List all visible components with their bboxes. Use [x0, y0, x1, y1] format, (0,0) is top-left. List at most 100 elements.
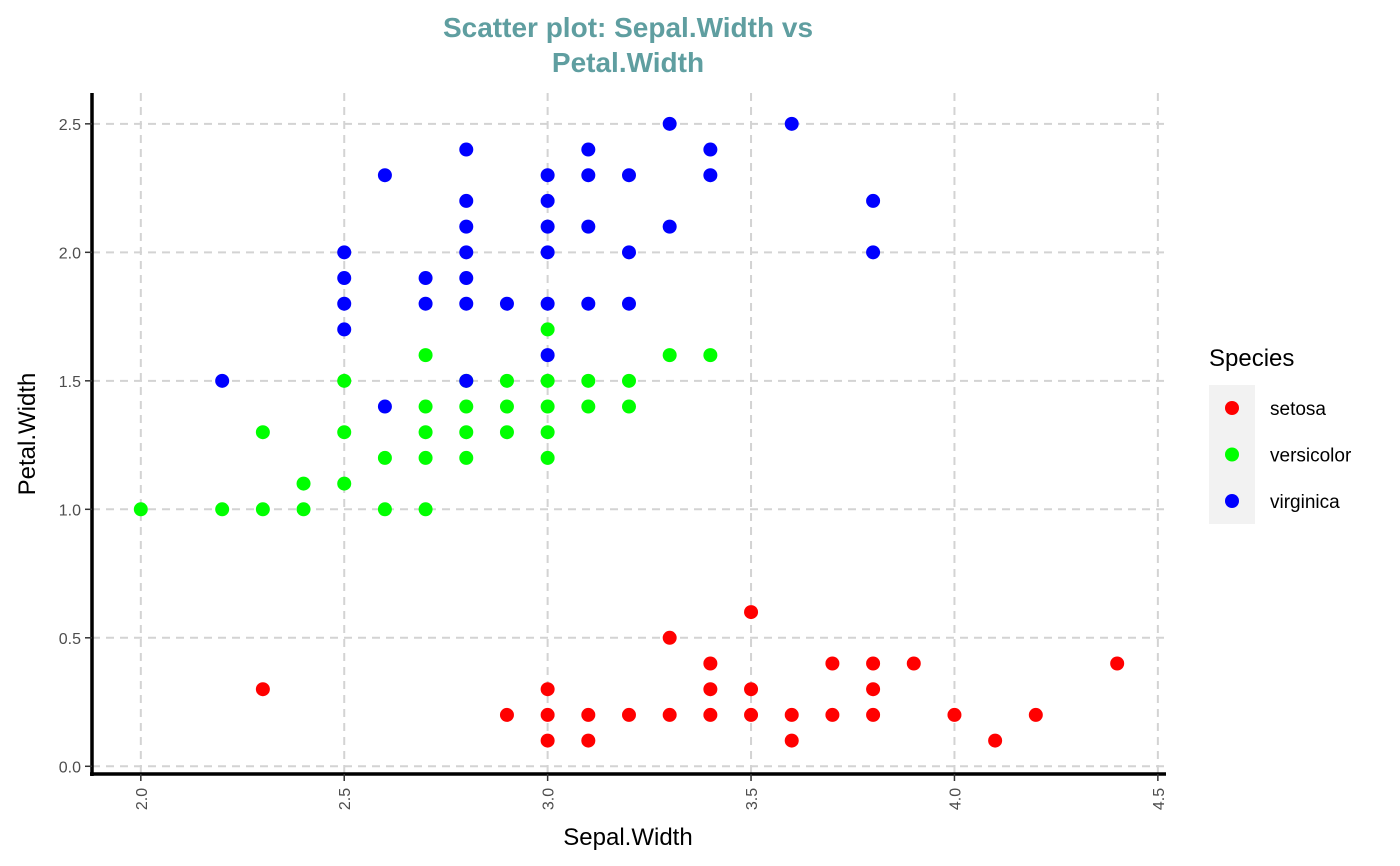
- virginica-point: [866, 193, 881, 208]
- legend-key-setosa: [1225, 401, 1239, 415]
- versicolor-point: [296, 476, 311, 491]
- setosa-point: [866, 707, 881, 722]
- versicolor-point: [296, 502, 311, 517]
- setosa-point: [1110, 656, 1125, 671]
- setosa-point: [662, 707, 677, 722]
- legend-key-versicolor: [1225, 447, 1239, 462]
- versicolor-point: [581, 399, 596, 414]
- versicolor-point: [215, 502, 230, 517]
- versicolor-point: [622, 399, 636, 414]
- versicolor-point: [581, 373, 596, 388]
- y-tick-label: 0.5: [59, 631, 81, 648]
- setosa-point: [703, 656, 718, 671]
- setosa-point: [255, 682, 270, 697]
- virginica-point: [662, 116, 677, 131]
- virginica-point: [540, 348, 555, 363]
- setosa-point: [540, 733, 555, 748]
- y-tick-label: 1.5: [59, 374, 81, 391]
- setosa-point: [784, 733, 799, 748]
- setosa-point: [581, 733, 596, 748]
- legend: Species setosa versicolor virginica: [1209, 345, 1352, 524]
- versicolor-point: [540, 399, 555, 414]
- x-tick-label: 3.0: [541, 788, 558, 810]
- virginica-point: [459, 245, 474, 260]
- virginica-point: [337, 322, 352, 337]
- chart-title-line-2: Petal.Width: [552, 47, 704, 78]
- virginica-point: [499, 296, 514, 311]
- axis-ticks: 2.0 2.5 3.0 3.5 4.0 4.5 0.0 0.5 1.0 1.5 2.0 2.5: [59, 117, 1168, 810]
- setosa-point: [825, 707, 840, 722]
- y-axis-title: Petal.Width: [14, 373, 41, 496]
- legend-label-setosa: setosa: [1270, 399, 1326, 420]
- setosa-point: [988, 733, 1003, 748]
- setosa-point: [662, 630, 677, 645]
- setosa-point: [540, 682, 555, 697]
- virginica-point: [662, 219, 677, 234]
- y-tick-label: 1.0: [59, 502, 81, 519]
- virginica-point: [622, 168, 636, 183]
- virginica-point: [622, 296, 636, 311]
- x-tick-label: 2.5: [337, 788, 354, 810]
- setosa-point: [906, 656, 921, 671]
- virginica-point: [418, 296, 433, 311]
- virginica-point: [459, 373, 474, 388]
- virginica-point: [337, 271, 352, 286]
- x-tick-label: 3.5: [744, 788, 761, 810]
- virginica-point: [540, 296, 555, 311]
- versicolor-point: [622, 373, 636, 388]
- virginica-point: [581, 219, 596, 234]
- virginica-point: [581, 142, 596, 157]
- versicolor-point: [418, 450, 433, 465]
- legend-label-versicolor: versicolor: [1270, 446, 1352, 467]
- x-tick-label: 4.5: [1151, 788, 1168, 810]
- chart-title-line-1: Scatter plot: Sepal.Width vs: [443, 12, 813, 43]
- versicolor-point: [255, 502, 270, 517]
- virginica-point: [377, 168, 392, 183]
- versicolor-point: [337, 476, 352, 491]
- setosa-point: [1028, 707, 1043, 722]
- versicolor-point: [540, 373, 555, 388]
- versicolor-point: [459, 399, 474, 414]
- setosa-point: [784, 707, 799, 722]
- x-tick-label: 4.0: [947, 788, 964, 810]
- versicolor-point: [703, 348, 718, 363]
- versicolor-point: [418, 425, 433, 440]
- y-tick-label: 2.0: [59, 245, 81, 262]
- setosa-point: [499, 707, 514, 722]
- virginica-point: [622, 245, 636, 260]
- setosa-point: [866, 682, 881, 697]
- versicolor-point: [662, 348, 677, 363]
- versicolor-point: [540, 425, 555, 440]
- setosa-point: [744, 682, 759, 697]
- versicolor-point: [337, 373, 352, 388]
- versicolor-point: [377, 502, 392, 517]
- versicolor-point: [499, 399, 514, 414]
- virginica-point: [337, 245, 352, 260]
- y-tick-label: 2.5: [59, 117, 81, 134]
- versicolor-point: [337, 425, 352, 440]
- setosa-point: [744, 707, 759, 722]
- virginica-point: [866, 245, 881, 260]
- virginica-point: [459, 219, 474, 234]
- versicolor-point: [255, 425, 270, 440]
- legend-label-virginica: virginica: [1270, 492, 1340, 513]
- setosa-point: [540, 707, 555, 722]
- y-tick-label: 0.0: [59, 759, 81, 776]
- versicolor-point: [459, 450, 474, 465]
- versicolor-point: [133, 502, 148, 517]
- virginica-point: [215, 373, 230, 388]
- versicolor-point: [418, 399, 433, 414]
- versicolor-point: [540, 450, 555, 465]
- virginica-point: [459, 296, 474, 311]
- legend-key-virginica: [1225, 494, 1239, 508]
- virginica-point: [703, 168, 718, 183]
- setosa-point: [581, 707, 596, 722]
- versicolor-point: [418, 502, 433, 517]
- virginica-point: [459, 142, 474, 157]
- setosa-point: [744, 605, 759, 620]
- virginica-point: [540, 168, 555, 183]
- virginica-point: [377, 399, 392, 414]
- data-points: [133, 116, 1125, 748]
- versicolor-point: [499, 373, 514, 388]
